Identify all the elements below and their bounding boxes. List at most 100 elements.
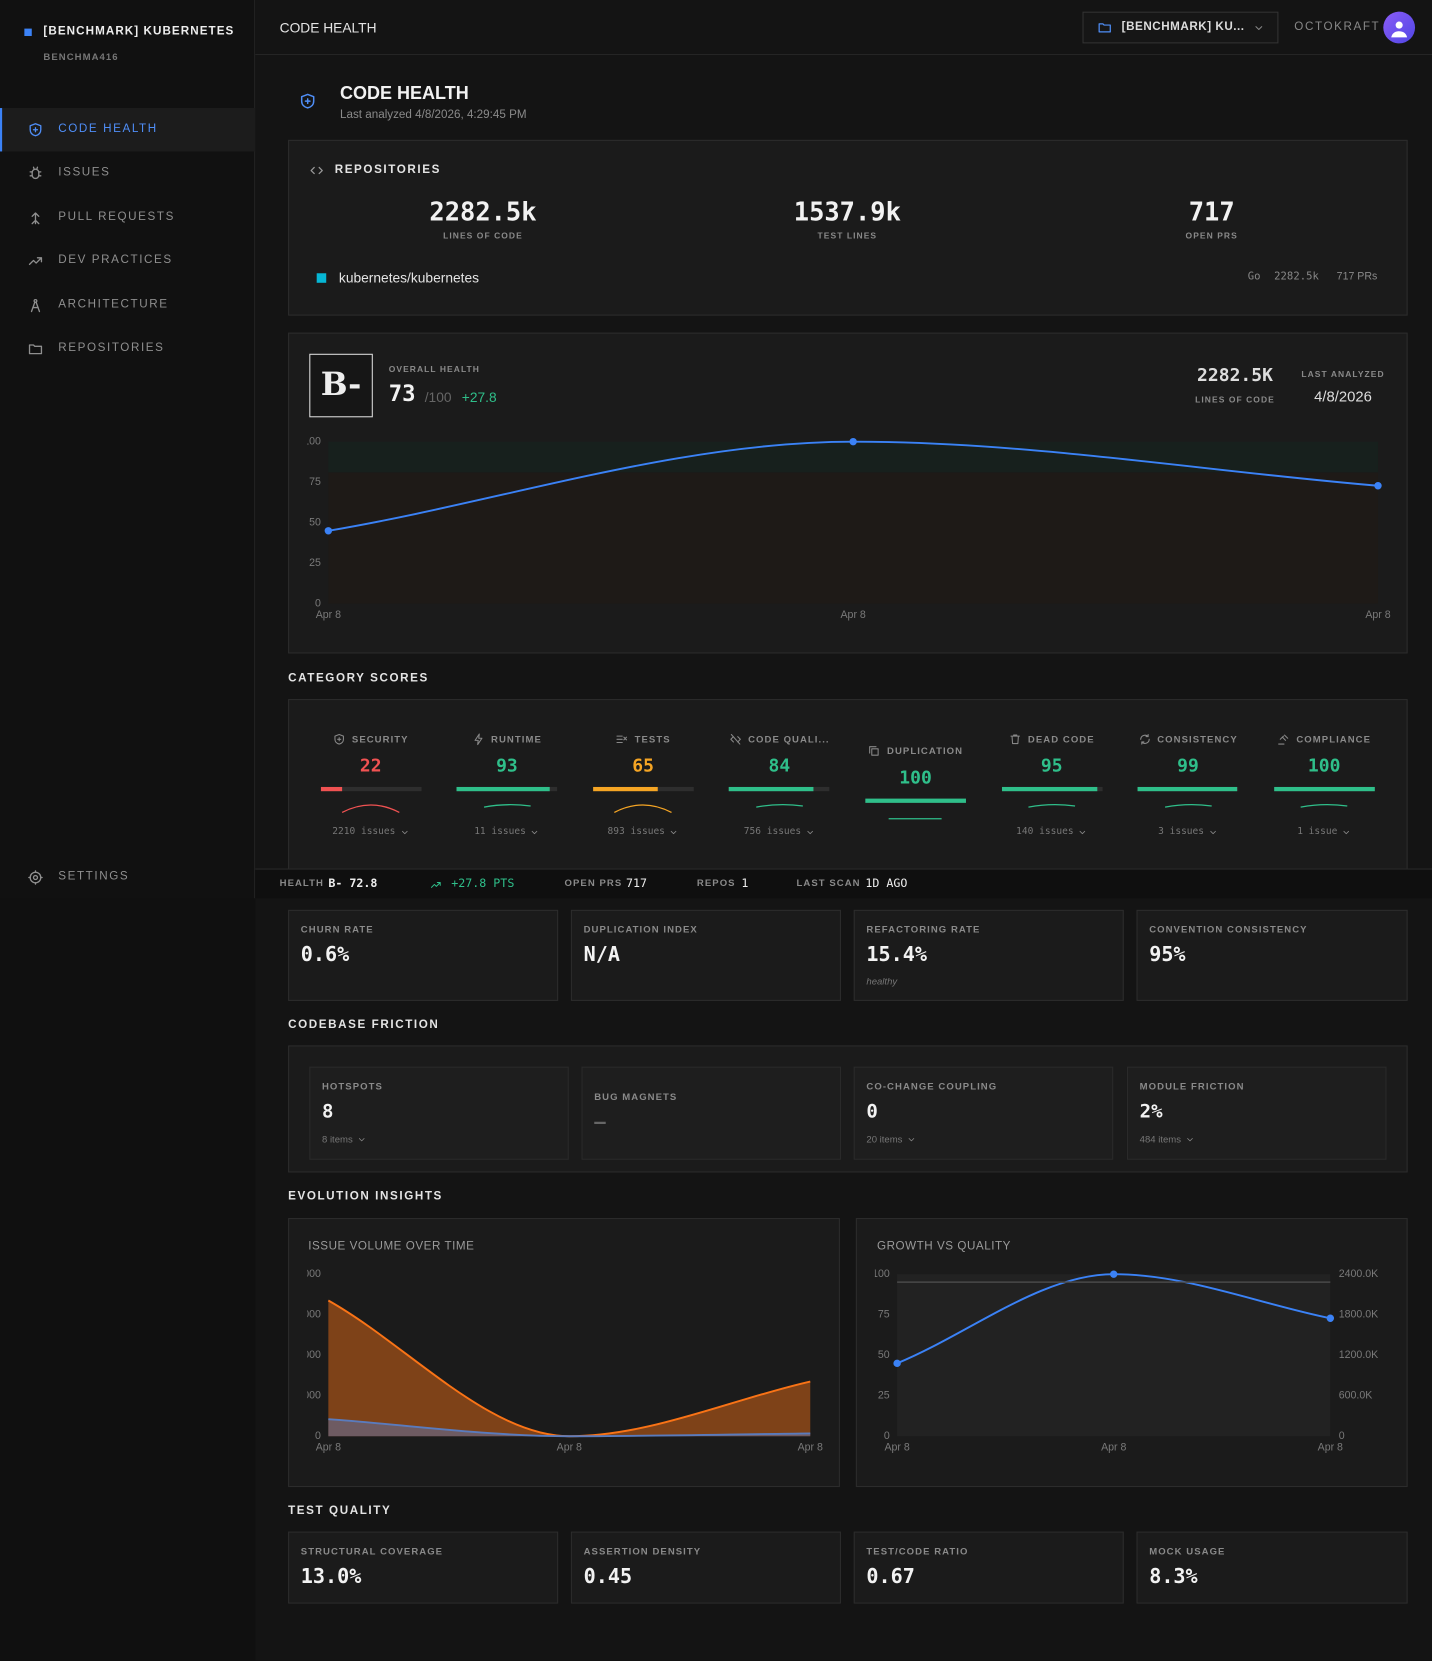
workspace-name: [BENCHMARK] KUBERNETES [43, 24, 235, 38]
metric-card [1136, 1531, 1408, 1604]
area [328, 1419, 811, 1437]
status-value: B- 72.8 [328, 876, 378, 891]
area-line [328, 1418, 811, 1438]
issues-toggle[interactable]: 1 issue [1297, 827, 1351, 838]
issues-count: 3 issues [1158, 826, 1205, 838]
score-bar [1001, 786, 1098, 792]
issues-toggle[interactable]: 2210 issues [332, 827, 409, 838]
issues-toggle[interactable]: 893 issues [607, 826, 679, 838]
score-icon [730, 734, 741, 745]
nav-icon [27, 869, 43, 885]
icon-part [28, 166, 41, 176]
score-name: DUPLICATION [868, 745, 963, 758]
score-label: RUNTIME [491, 733, 542, 745]
friction-toggle[interactable]: 484 items [1140, 1134, 1195, 1145]
icon-part [483, 804, 531, 808]
chevron [908, 1138, 915, 1142]
score-name: SECURITY [333, 733, 409, 746]
metric-value: 13.0% [300, 1564, 362, 1589]
score-label: SECURITY [351, 733, 409, 745]
icon-part [1139, 734, 1150, 745]
status-value: +27.8 PTS [451, 876, 515, 891]
icon-part [341, 804, 400, 813]
issues-toggle[interactable]: 140 issues [1016, 827, 1087, 838]
icon-part [304, 97, 311, 104]
nav-item[interactable] [0, 108, 256, 152]
y-tick-label: 75 [309, 476, 321, 488]
nav-icon [28, 343, 42, 354]
icon-part [1187, 1138, 1193, 1142]
stat-value: 1537.9k [793, 197, 901, 227]
metric-card [1136, 909, 1408, 1001]
y-tick-label: 50 [309, 516, 321, 528]
icon-part [1028, 804, 1076, 808]
icon-part [532, 830, 538, 835]
friction-label: MODULE FRICTION [1139, 1080, 1245, 1092]
friction-toggle[interactable]: 8 items [322, 1134, 367, 1145]
friction-value: — [594, 1111, 606, 1134]
nav-icon [28, 256, 42, 265]
icon-part [27, 869, 43, 885]
workspace-org: BENCHMA416 [43, 51, 119, 62]
issues-toggle[interactable]: 756 issues [743, 826, 815, 838]
issues-toggle[interactable]: 3 issues [1158, 826, 1218, 838]
workspace-dot [24, 28, 32, 37]
friction-item [1126, 1066, 1387, 1160]
score-bar [592, 786, 659, 792]
stat-label: TEST LINES [817, 230, 878, 241]
chevron [1187, 1138, 1193, 1142]
metric-label: DUPLICATION INDEX [583, 924, 698, 935]
user-name: OCTOKRAFT [1294, 20, 1381, 34]
friction-toggle[interactable]: 20 items [866, 1134, 916, 1145]
score-label: TESTS [634, 733, 671, 745]
sparkline [341, 804, 400, 813]
issues-count: 893 issues [607, 826, 665, 838]
project-selector[interactable] [1082, 11, 1279, 44]
chevron [807, 830, 813, 835]
section-title: CODEBASE FRICTION [288, 1018, 440, 1032]
stat-value: 2282.5k [429, 197, 537, 227]
sparkline [889, 818, 943, 820]
icon-part [730, 734, 741, 745]
icon-part [32, 126, 38, 132]
chevron [358, 1138, 365, 1142]
friction-value: 2% [1139, 1100, 1163, 1123]
chart: 0 25 50 75 100 0 600.0K 1200.0K 1800.0K 2400.0K Ap… [875, 1268, 1378, 1454]
score-bar [456, 786, 551, 792]
status-label: REPOS [696, 877, 736, 889]
score-bar [865, 798, 966, 803]
x-tick-label: Apr 8 [1101, 1442, 1126, 1454]
score-name: DEAD CODE [1009, 733, 1095, 746]
repo-language: Go [1247, 271, 1261, 283]
issues-count: 11 issues [474, 826, 526, 838]
stat-label: LINES OF CODE [443, 230, 523, 241]
repo-lines: 2282.5k [1274, 271, 1319, 283]
code-icon [310, 166, 323, 175]
x-tick-label: Apr 8 [798, 1442, 823, 1454]
metric-card [288, 909, 559, 1001]
score-label: CONSISTENCY [1157, 733, 1238, 745]
issues-toggle[interactable]: 11 issues [474, 826, 539, 838]
x-tick-label: Apr 8 [841, 609, 866, 621]
chevron [1079, 830, 1086, 835]
y-tick-label: 50 [878, 1349, 890, 1361]
status-label: LAST SCAN [796, 877, 861, 889]
status-bar [255, 868, 1432, 899]
x-tick-label: Apr 8 [1318, 1442, 1343, 1454]
x-tick-label: Apr 8 [557, 1442, 582, 1454]
sparkline [1300, 804, 1348, 808]
metric-card [288, 1531, 559, 1604]
nav-label: DEV PRACTICES [58, 253, 173, 267]
health-max: /100 [424, 389, 452, 406]
score-bar [320, 786, 343, 792]
metric-label: TEST/CODE RATIO [866, 1545, 969, 1557]
card-title: REPOSITORIES [334, 163, 441, 177]
y-tick-label: 0 [315, 1430, 321, 1442]
chevron [1254, 25, 1262, 30]
grade-box [309, 353, 373, 418]
status-value: 1 [741, 876, 749, 891]
issues-count: 756 issues [743, 826, 802, 838]
health-lines: 2282.5K [1197, 364, 1273, 387]
x-tick-label: Apr 8 [316, 609, 341, 621]
